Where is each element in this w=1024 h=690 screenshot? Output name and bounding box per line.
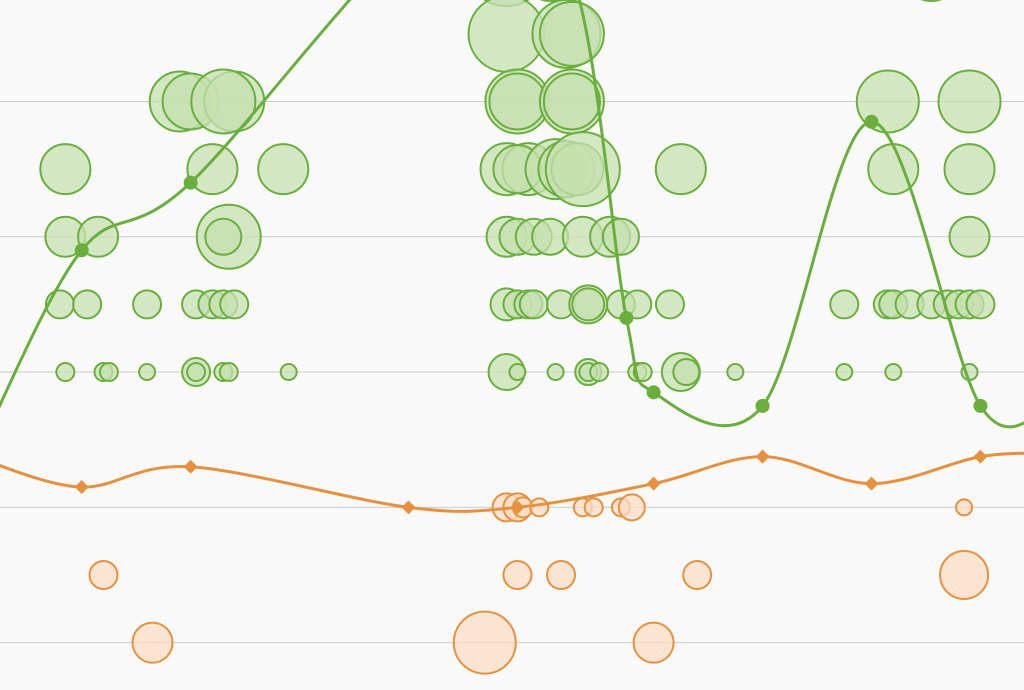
line-point bbox=[646, 385, 661, 400]
bubble-point bbox=[571, 287, 606, 322]
bubble-point bbox=[939, 550, 990, 600]
bubble-point bbox=[72, 289, 103, 320]
bubble-point bbox=[55, 362, 76, 383]
line-point bbox=[646, 476, 661, 491]
bubble-point bbox=[529, 497, 550, 518]
line-point bbox=[401, 500, 416, 515]
bubble-point bbox=[219, 289, 250, 320]
bubble-point bbox=[948, 215, 991, 258]
line-point bbox=[973, 398, 988, 413]
bubble-point bbox=[279, 363, 298, 382]
bubble-point bbox=[632, 621, 675, 664]
bubble-point bbox=[583, 497, 604, 518]
bubble-point bbox=[829, 289, 860, 320]
bubble-point bbox=[589, 362, 610, 383]
bubble-point bbox=[601, 217, 640, 256]
bubble-point bbox=[190, 68, 257, 135]
bubble-point bbox=[502, 560, 533, 590]
bubble-point bbox=[546, 560, 577, 590]
bubble-point bbox=[518, 289, 549, 320]
bubble-point bbox=[538, 0, 605, 67]
bubble-point bbox=[544, 131, 621, 208]
line-point bbox=[755, 449, 770, 464]
bubble-point bbox=[654, 143, 707, 196]
bubble-point bbox=[920, 0, 942, 2]
bubble-point bbox=[44, 289, 75, 320]
bubble-point bbox=[965, 289, 996, 320]
bubble-point bbox=[218, 362, 239, 383]
bubble-point bbox=[257, 143, 310, 196]
bubble-point bbox=[726, 363, 745, 382]
bubble-point bbox=[452, 610, 517, 675]
bubble-point bbox=[654, 289, 685, 320]
line-point bbox=[619, 310, 634, 325]
line-point bbox=[864, 114, 879, 129]
bubble-point bbox=[138, 363, 157, 382]
bubble-point bbox=[204, 217, 243, 256]
bubble-layer bbox=[39, 0, 1002, 675]
bubble-point bbox=[508, 363, 527, 382]
line-point bbox=[973, 449, 988, 464]
bubble-point bbox=[131, 621, 174, 664]
bubble-point bbox=[835, 363, 854, 382]
bubble-point bbox=[884, 363, 903, 382]
bubble-point bbox=[186, 362, 207, 383]
bubble-point bbox=[955, 498, 974, 517]
bubble-point bbox=[937, 69, 1002, 134]
line-point bbox=[74, 243, 89, 258]
bubble-point bbox=[682, 560, 713, 590]
bubble-point bbox=[539, 0, 561, 2]
bubble-point bbox=[546, 363, 565, 382]
bubble-point bbox=[186, 143, 239, 196]
line-point bbox=[755, 398, 770, 413]
line-point bbox=[864, 476, 879, 491]
bubble-point bbox=[39, 143, 92, 196]
bubble-point bbox=[132, 289, 163, 320]
bubble-point bbox=[98, 362, 119, 383]
marker-layer bbox=[74, 114, 988, 515]
line-point bbox=[183, 459, 198, 474]
bubble-point bbox=[542, 72, 601, 131]
bubble-point bbox=[672, 358, 701, 387]
line-point bbox=[183, 175, 198, 190]
bubble-point bbox=[943, 143, 996, 196]
bubble-point bbox=[88, 560, 119, 590]
series-line bbox=[0, 451, 1024, 513]
line-point bbox=[510, 500, 525, 515]
line-point bbox=[74, 480, 89, 495]
series-line bbox=[0, 0, 1024, 429]
line-layer bbox=[0, 0, 1024, 513]
bubble-point bbox=[617, 493, 646, 522]
bubble-point bbox=[488, 72, 547, 131]
